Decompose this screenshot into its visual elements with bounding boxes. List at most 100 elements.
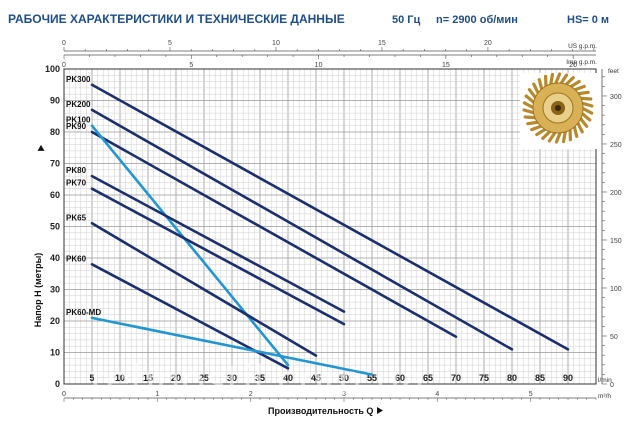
- top-axis-tick-label: 5: [168, 40, 172, 47]
- x-tick-label: 30: [227, 373, 237, 383]
- x-tick-label: 70: [451, 373, 461, 383]
- top-axis-tick-label: 20: [484, 40, 492, 47]
- x-axis-lmin: 5 10 15 20 25 30 35 40 45 50 55 60 65 70 75 80 85 90 l/min: [89, 373, 612, 384]
- y-tick-label: 10: [50, 348, 60, 358]
- y-tick-label: 20: [50, 316, 60, 326]
- x-tick-label: 35: [255, 373, 265, 383]
- y-tick-label: 50: [50, 222, 60, 232]
- series-line-pk80: [90, 174, 346, 313]
- suction-height-label: HS= 0 м: [567, 14, 609, 26]
- y-tick-label: 40: [50, 253, 60, 263]
- x-axis-m3h: 0 1 2 3 4 5 m³/h: [62, 391, 611, 402]
- top-axis-tick-label: 0: [62, 40, 66, 47]
- impeller-blade: [579, 111, 592, 122]
- y-axis-arrow-icon: [37, 144, 45, 151]
- m3h-tick-label: 1: [155, 391, 159, 398]
- impeller-blade: [524, 94, 537, 105]
- series-line-pk300: [90, 83, 570, 351]
- impeller-blade: [532, 82, 541, 96]
- x-tick-label: 55: [367, 373, 377, 383]
- impeller-blade: [530, 124, 544, 132]
- m3h-unit-label: m³/h: [598, 393, 611, 400]
- series-label-pk90: PK90: [66, 122, 87, 131]
- impeller-blade: [568, 79, 581, 89]
- series-label-pk200: PK200: [66, 100, 91, 109]
- impeller-blade: [522, 108, 537, 115]
- top-axis-unit: US g.p.m.: [568, 43, 597, 50]
- y-tick-label: 100: [45, 64, 60, 74]
- x-tick-label: 65: [423, 373, 433, 383]
- impeller-blade: [537, 78, 544, 92]
- impeller-blade: [535, 127, 548, 137]
- series-line-pk90: [90, 130, 458, 339]
- x-tick-label: 60: [395, 373, 405, 383]
- feet-tick-label: 150: [610, 238, 622, 245]
- impeller-image: [520, 72, 598, 149]
- impeller-blade: [522, 101, 536, 110]
- impeller-blade: [575, 120, 584, 134]
- impeller-blade: [541, 129, 553, 141]
- feet-tick-label: 300: [610, 94, 622, 101]
- impeller-blade: [527, 88, 538, 100]
- feet-tick-label: 250: [610, 142, 622, 149]
- series-label-pk60-md: PK60-MD: [66, 308, 101, 317]
- m3h-tick-label: 2: [249, 391, 253, 398]
- x-axis-arrow-icon: [377, 407, 383, 414]
- top-axis-tick-label: 10: [272, 40, 280, 47]
- x-tick-label: 45: [311, 373, 321, 383]
- m3h-tick-label: 0: [62, 391, 66, 398]
- top-axis-tick-label: 5: [189, 62, 193, 69]
- impeller-blade: [526, 120, 541, 126]
- impeller-blade: [558, 73, 569, 86]
- x-tick-label: 85: [535, 373, 545, 383]
- y-axis-label: Напор H (метры): [33, 253, 43, 328]
- x-tick-label: 25: [199, 373, 209, 383]
- impeller-blade: [553, 72, 562, 86]
- series-label-pk70: PK70: [66, 179, 87, 188]
- x-tick-label: 15: [143, 373, 153, 383]
- impeller-blade: [579, 101, 594, 108]
- series-line-pk60-md: [90, 316, 374, 376]
- impeller-blade: [548, 72, 555, 87]
- impeller-blade: [572, 124, 579, 138]
- plot-frame: [63, 68, 597, 385]
- impeller-blade: [563, 75, 575, 87]
- impeller-blade: [523, 115, 538, 120]
- x-tick-label: 5: [89, 373, 94, 383]
- series-label-pk100: PK100: [66, 116, 91, 125]
- series-label-pk65: PK65: [66, 213, 87, 222]
- series-line-pk65: [90, 222, 318, 357]
- x-tick-label: 40: [283, 373, 293, 383]
- m3h-tick-label: 4: [435, 391, 439, 398]
- series-label-pk60: PK60: [66, 254, 87, 263]
- top-axis-us-gpm: 0 5 10 15 20 US g.p.m.: [62, 40, 597, 52]
- impeller-blade: [578, 96, 593, 101]
- series-label-pk300: PK300: [66, 75, 91, 84]
- x-axis-label: Производительность Q: [268, 406, 373, 416]
- top-axis-tick-label: 0: [62, 62, 66, 69]
- series-label-pk80: PK80: [66, 166, 87, 175]
- top-axis-tick-label: 15: [442, 62, 450, 69]
- x-tick-label: 50: [339, 373, 349, 383]
- feet-unit-label: feet: [608, 68, 619, 75]
- chart-grid: [63, 68, 597, 385]
- x-tick-label: 20: [171, 373, 181, 383]
- impeller-blade: [575, 90, 590, 96]
- impeller-blade: [554, 130, 563, 144]
- impeller-blade: [580, 106, 594, 115]
- speed-label: n= 2900 об/мин: [436, 14, 518, 26]
- frequency-label: 50 Гц: [392, 14, 421, 26]
- x-tick-label: 10: [115, 373, 125, 383]
- y-tick-label: 70: [50, 159, 60, 169]
- feet-tick-label: 50: [610, 334, 618, 341]
- impeller-blade: [561, 129, 568, 144]
- impeller-bore: [555, 105, 561, 111]
- m3h-tick-label: 3: [342, 391, 346, 398]
- watermark: tehnostil.com.ua: [90, 358, 425, 404]
- top-axis-tick-label: 15: [378, 40, 386, 47]
- feet-tick-label: 200: [610, 190, 622, 197]
- y-tick-label: 60: [50, 190, 60, 200]
